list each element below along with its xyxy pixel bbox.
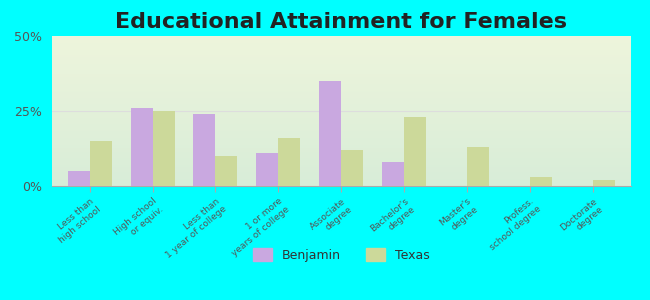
Title: Educational Attainment for Females: Educational Attainment for Females: [115, 12, 567, 32]
Bar: [530, 177, 552, 186]
Bar: [319, 81, 341, 186]
Bar: [194, 114, 216, 186]
Bar: [593, 180, 615, 186]
Legend: Benjamin, Texas: Benjamin, Texas: [248, 243, 434, 267]
Bar: [382, 162, 404, 186]
Bar: [131, 108, 153, 186]
Bar: [467, 147, 489, 186]
Bar: [404, 117, 426, 186]
Bar: [256, 153, 278, 186]
Bar: [341, 150, 363, 186]
Bar: [68, 171, 90, 186]
Bar: [278, 138, 300, 186]
Bar: [216, 156, 237, 186]
Bar: [153, 111, 175, 186]
Bar: [90, 141, 112, 186]
